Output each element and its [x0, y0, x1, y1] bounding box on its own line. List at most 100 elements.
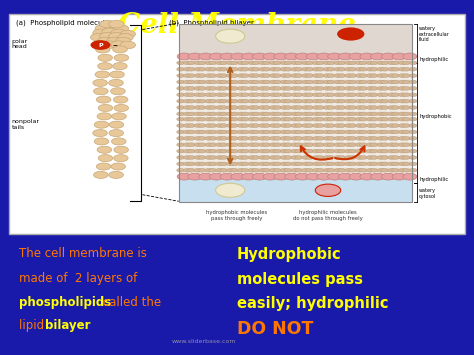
- Circle shape: [327, 143, 335, 147]
- Circle shape: [381, 117, 389, 121]
- Circle shape: [338, 162, 346, 166]
- Circle shape: [209, 93, 217, 97]
- Circle shape: [242, 53, 256, 60]
- Circle shape: [93, 88, 108, 95]
- Circle shape: [183, 168, 191, 172]
- Circle shape: [219, 80, 228, 84]
- Circle shape: [187, 93, 195, 97]
- Circle shape: [345, 61, 353, 65]
- Circle shape: [237, 162, 245, 166]
- Circle shape: [409, 155, 417, 159]
- Circle shape: [377, 130, 385, 134]
- Circle shape: [284, 80, 292, 84]
- Circle shape: [356, 168, 363, 172]
- Circle shape: [102, 41, 118, 48]
- Circle shape: [370, 106, 378, 109]
- Circle shape: [291, 162, 299, 166]
- Circle shape: [295, 136, 303, 140]
- Text: polar
head: polar head: [12, 38, 28, 49]
- Circle shape: [194, 112, 202, 116]
- Circle shape: [263, 173, 277, 180]
- Circle shape: [370, 162, 378, 166]
- Circle shape: [198, 74, 206, 77]
- Circle shape: [183, 117, 191, 121]
- Circle shape: [270, 124, 277, 127]
- Circle shape: [327, 67, 335, 71]
- Circle shape: [177, 162, 184, 166]
- Circle shape: [237, 168, 245, 172]
- Circle shape: [359, 61, 367, 65]
- Circle shape: [237, 117, 245, 121]
- Circle shape: [402, 168, 410, 172]
- Circle shape: [230, 117, 238, 121]
- Circle shape: [402, 67, 410, 71]
- Circle shape: [409, 80, 417, 84]
- Circle shape: [205, 143, 213, 147]
- Circle shape: [323, 106, 331, 109]
- Circle shape: [98, 54, 112, 61]
- Circle shape: [109, 171, 123, 179]
- Circle shape: [291, 99, 299, 103]
- Circle shape: [359, 143, 367, 147]
- Text: molecules pass: molecules pass: [237, 272, 363, 286]
- Circle shape: [227, 124, 234, 127]
- Circle shape: [248, 93, 256, 97]
- Circle shape: [248, 74, 256, 77]
- Circle shape: [382, 53, 395, 60]
- Circle shape: [194, 155, 202, 159]
- Circle shape: [302, 87, 310, 90]
- Circle shape: [377, 143, 385, 147]
- Circle shape: [113, 62, 127, 70]
- Circle shape: [402, 143, 410, 147]
- Circle shape: [284, 130, 292, 134]
- Circle shape: [403, 53, 417, 60]
- Circle shape: [241, 74, 249, 77]
- Circle shape: [312, 99, 320, 103]
- Circle shape: [381, 124, 389, 127]
- Circle shape: [345, 124, 353, 127]
- Circle shape: [323, 99, 331, 103]
- Circle shape: [194, 61, 202, 65]
- Bar: [179, 24, 412, 202]
- Circle shape: [349, 162, 356, 166]
- Circle shape: [219, 93, 228, 97]
- Circle shape: [216, 112, 224, 116]
- Circle shape: [109, 130, 124, 137]
- Circle shape: [248, 124, 256, 127]
- Circle shape: [284, 124, 292, 127]
- Circle shape: [219, 162, 228, 166]
- Circle shape: [198, 155, 206, 159]
- Circle shape: [230, 87, 238, 90]
- Circle shape: [402, 99, 410, 103]
- Circle shape: [248, 168, 256, 172]
- Circle shape: [327, 136, 335, 140]
- Circle shape: [345, 74, 353, 77]
- Circle shape: [334, 112, 342, 116]
- Circle shape: [291, 124, 299, 127]
- Circle shape: [284, 61, 292, 65]
- Circle shape: [381, 155, 389, 159]
- Circle shape: [392, 130, 400, 134]
- Circle shape: [216, 183, 245, 197]
- Circle shape: [399, 155, 406, 159]
- Circle shape: [345, 93, 353, 97]
- Circle shape: [270, 74, 277, 77]
- Circle shape: [377, 168, 385, 172]
- Circle shape: [230, 99, 238, 103]
- Circle shape: [356, 143, 363, 147]
- Circle shape: [259, 112, 266, 116]
- Circle shape: [237, 67, 245, 71]
- Circle shape: [349, 106, 356, 109]
- Circle shape: [295, 143, 303, 147]
- Circle shape: [259, 93, 266, 97]
- Circle shape: [409, 106, 417, 109]
- Circle shape: [323, 168, 331, 172]
- Circle shape: [205, 124, 213, 127]
- Circle shape: [291, 80, 299, 84]
- Circle shape: [334, 162, 342, 166]
- Circle shape: [399, 130, 406, 134]
- Circle shape: [409, 61, 417, 65]
- Circle shape: [205, 67, 213, 71]
- Circle shape: [187, 99, 195, 103]
- Circle shape: [216, 67, 224, 71]
